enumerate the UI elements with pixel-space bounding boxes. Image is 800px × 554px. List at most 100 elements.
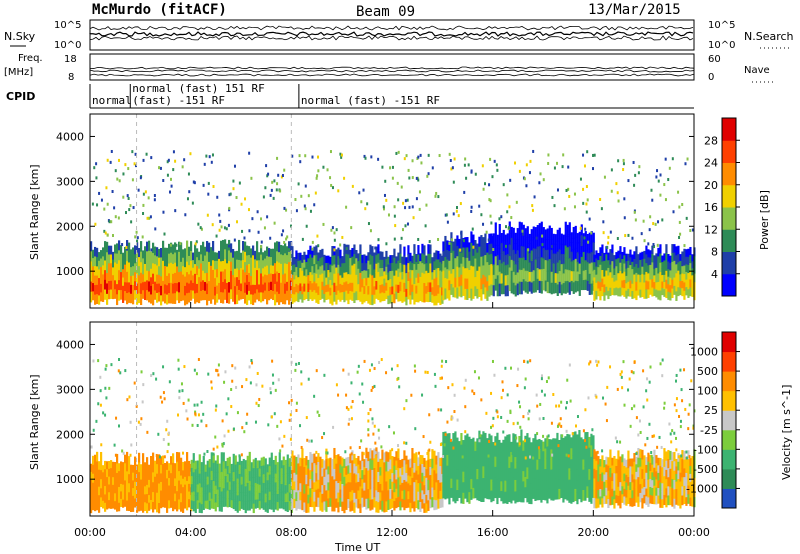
scatter-cell bbox=[488, 183, 491, 187]
scatter-cell bbox=[326, 451, 329, 455]
scatter-cell bbox=[313, 264, 316, 274]
scatter-cell bbox=[651, 434, 654, 438]
scatter-cell bbox=[295, 456, 298, 467]
scatter-cell bbox=[509, 409, 512, 413]
scatter-cell bbox=[94, 473, 97, 484]
scatter-cell bbox=[286, 454, 289, 465]
scatter-cell bbox=[207, 372, 210, 376]
scatter-cell bbox=[148, 472, 151, 481]
scatter-cell bbox=[124, 264, 127, 275]
scatter-cell bbox=[343, 476, 346, 487]
scatter-cell bbox=[309, 452, 312, 462]
scatter-cell bbox=[508, 205, 511, 209]
scatter-cell bbox=[651, 464, 654, 473]
scatter-cell bbox=[562, 263, 565, 274]
scatter-cell bbox=[242, 240, 245, 252]
scatter-cell bbox=[435, 455, 438, 466]
scatter-cell bbox=[588, 479, 591, 492]
scatter-cell bbox=[474, 240, 477, 250]
scatter-cell bbox=[325, 469, 328, 481]
scatter-cell bbox=[633, 183, 636, 187]
scatter-cell bbox=[351, 480, 354, 491]
scatter-cell bbox=[276, 470, 279, 479]
scatter-cell bbox=[566, 466, 569, 479]
scatter-cell bbox=[250, 285, 253, 296]
scatter-cell bbox=[341, 492, 344, 503]
scatter-cell bbox=[381, 480, 384, 492]
scatter-cell bbox=[417, 273, 420, 284]
scatter-cell bbox=[174, 478, 177, 487]
scatter-cell bbox=[242, 269, 245, 280]
scatter-cell bbox=[474, 478, 477, 489]
scatter-cell bbox=[471, 227, 474, 231]
freq-trace bbox=[89, 69, 695, 73]
scatter-cell bbox=[685, 279, 688, 288]
scatter-cell bbox=[490, 253, 493, 265]
scatter-cell bbox=[395, 284, 398, 293]
scatter-cell bbox=[391, 456, 394, 466]
scatter-cell bbox=[385, 481, 388, 493]
scatter-cell bbox=[559, 417, 562, 421]
scatter-cell bbox=[633, 452, 636, 463]
scatter-cell bbox=[373, 269, 376, 279]
scatter-cell bbox=[433, 278, 436, 289]
scatter-cell bbox=[677, 254, 680, 263]
scatter-cell bbox=[349, 472, 352, 483]
scatter-cell bbox=[220, 491, 223, 502]
scatter-cell bbox=[138, 257, 141, 267]
scatter-cell bbox=[315, 497, 318, 507]
scatter-cell bbox=[148, 271, 151, 283]
scatter-cell bbox=[548, 448, 551, 460]
scatter-cell bbox=[528, 243, 531, 254]
scatter-cell bbox=[142, 472, 145, 484]
scatter-cell bbox=[244, 262, 247, 273]
scatter-cell bbox=[288, 483, 291, 494]
scatter-cell bbox=[667, 269, 670, 278]
scatter-cell bbox=[313, 290, 316, 300]
scatter-cell bbox=[514, 434, 517, 447]
scatter-cell bbox=[164, 247, 167, 258]
colorbar-swatch bbox=[722, 140, 736, 163]
scatter-cell bbox=[94, 285, 97, 296]
scatter-cell bbox=[188, 491, 191, 500]
scatter-cell bbox=[172, 472, 175, 483]
scatter-cell bbox=[120, 498, 123, 507]
scatter-cell bbox=[675, 474, 678, 483]
scatter-cell bbox=[452, 446, 455, 450]
scatter-cell bbox=[158, 502, 161, 514]
scatter-cell bbox=[458, 248, 461, 259]
scatter-cell bbox=[202, 183, 205, 187]
scatter-cell bbox=[307, 275, 310, 285]
scatter-cell bbox=[303, 484, 306, 495]
scatter-cell bbox=[343, 467, 346, 478]
scatter-cell bbox=[315, 481, 318, 491]
scatter-cell bbox=[138, 284, 141, 295]
scatter-cell bbox=[349, 463, 352, 474]
scatter-cell bbox=[544, 479, 547, 491]
scatter-cell bbox=[365, 270, 368, 279]
scatter-cell bbox=[590, 241, 593, 253]
scatter-cell bbox=[291, 460, 294, 471]
scatter-cell bbox=[519, 425, 522, 429]
scatter-cell bbox=[188, 292, 191, 303]
scatter-cell bbox=[421, 263, 424, 274]
scatter-cell bbox=[307, 283, 310, 293]
scatter-cell bbox=[130, 488, 133, 497]
scatter-cell bbox=[647, 273, 650, 282]
scatter-cell bbox=[288, 248, 291, 252]
scatter-cell bbox=[361, 479, 364, 490]
scatter-cell bbox=[546, 446, 549, 459]
scatter-cell bbox=[431, 487, 434, 498]
scatter-cell bbox=[343, 282, 346, 293]
scatter-cell bbox=[504, 458, 507, 471]
scatter-cell bbox=[134, 263, 137, 273]
scatter-cell bbox=[415, 253, 418, 263]
scatter-cell bbox=[669, 263, 672, 272]
scatter-cell bbox=[365, 263, 368, 272]
scatter-cell bbox=[582, 270, 585, 281]
nave-tick-high: 60 bbox=[708, 54, 721, 65]
scatter-cell bbox=[645, 271, 648, 282]
scatter-cell bbox=[458, 238, 461, 249]
scatter-cell bbox=[640, 232, 643, 236]
